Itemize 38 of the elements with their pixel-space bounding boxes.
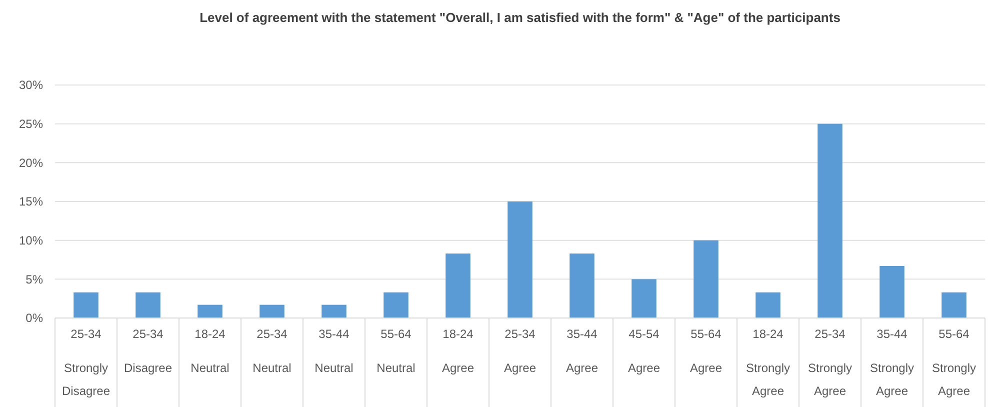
category-label: 35-44 Agree (566, 327, 598, 375)
category-label: 55-64 Strongly Agree (932, 327, 976, 398)
bar (694, 240, 718, 318)
category-label: 45-54 Agree (628, 327, 660, 375)
category-label: 35-44 Strongly Agree (870, 327, 914, 398)
category-label: 25-34 Strongly Disagree (62, 327, 110, 398)
bar (446, 254, 470, 318)
y-tick-label: 5% (26, 272, 44, 286)
bar (818, 124, 842, 318)
category-label: 18-24 Strongly Agree (746, 327, 790, 398)
bar (384, 292, 408, 318)
chart-title: Level of agreement with the statement "Overall, I am satisfied with the form" & "Age" of the participants (200, 10, 840, 25)
bar (508, 202, 532, 318)
category-label: 18-24 Agree (442, 327, 474, 375)
category-label: 18-24 Neutral (190, 327, 230, 375)
y-tick-label: 0% (26, 311, 44, 326)
bar (942, 292, 966, 318)
bar (880, 266, 904, 318)
bar (260, 304, 284, 318)
bar (632, 279, 656, 318)
category-label: 25-34 Neutral (252, 327, 292, 375)
category-label: 35-44 Neutral (314, 327, 354, 375)
bar (322, 304, 346, 318)
bar (74, 292, 98, 318)
category-label: 25-34 Agree (504, 327, 536, 375)
y-tick-label: 30% (18, 78, 44, 92)
bar (198, 304, 222, 318)
category-label: 55-64 Agree (690, 327, 722, 375)
y-tick-label: 10% (18, 234, 44, 248)
bar (570, 254, 594, 318)
bar (136, 292, 160, 318)
category-label: 25-34 Strongly Agree (808, 327, 852, 398)
y-tick-label: 25% (18, 117, 44, 132)
y-tick-label: 15% (18, 194, 44, 209)
y-tick-label: 20% (18, 156, 44, 170)
category-label: 25-34 Disagree (124, 327, 172, 375)
bar (756, 292, 780, 318)
category-label: 55-64 Neutral (376, 327, 416, 375)
